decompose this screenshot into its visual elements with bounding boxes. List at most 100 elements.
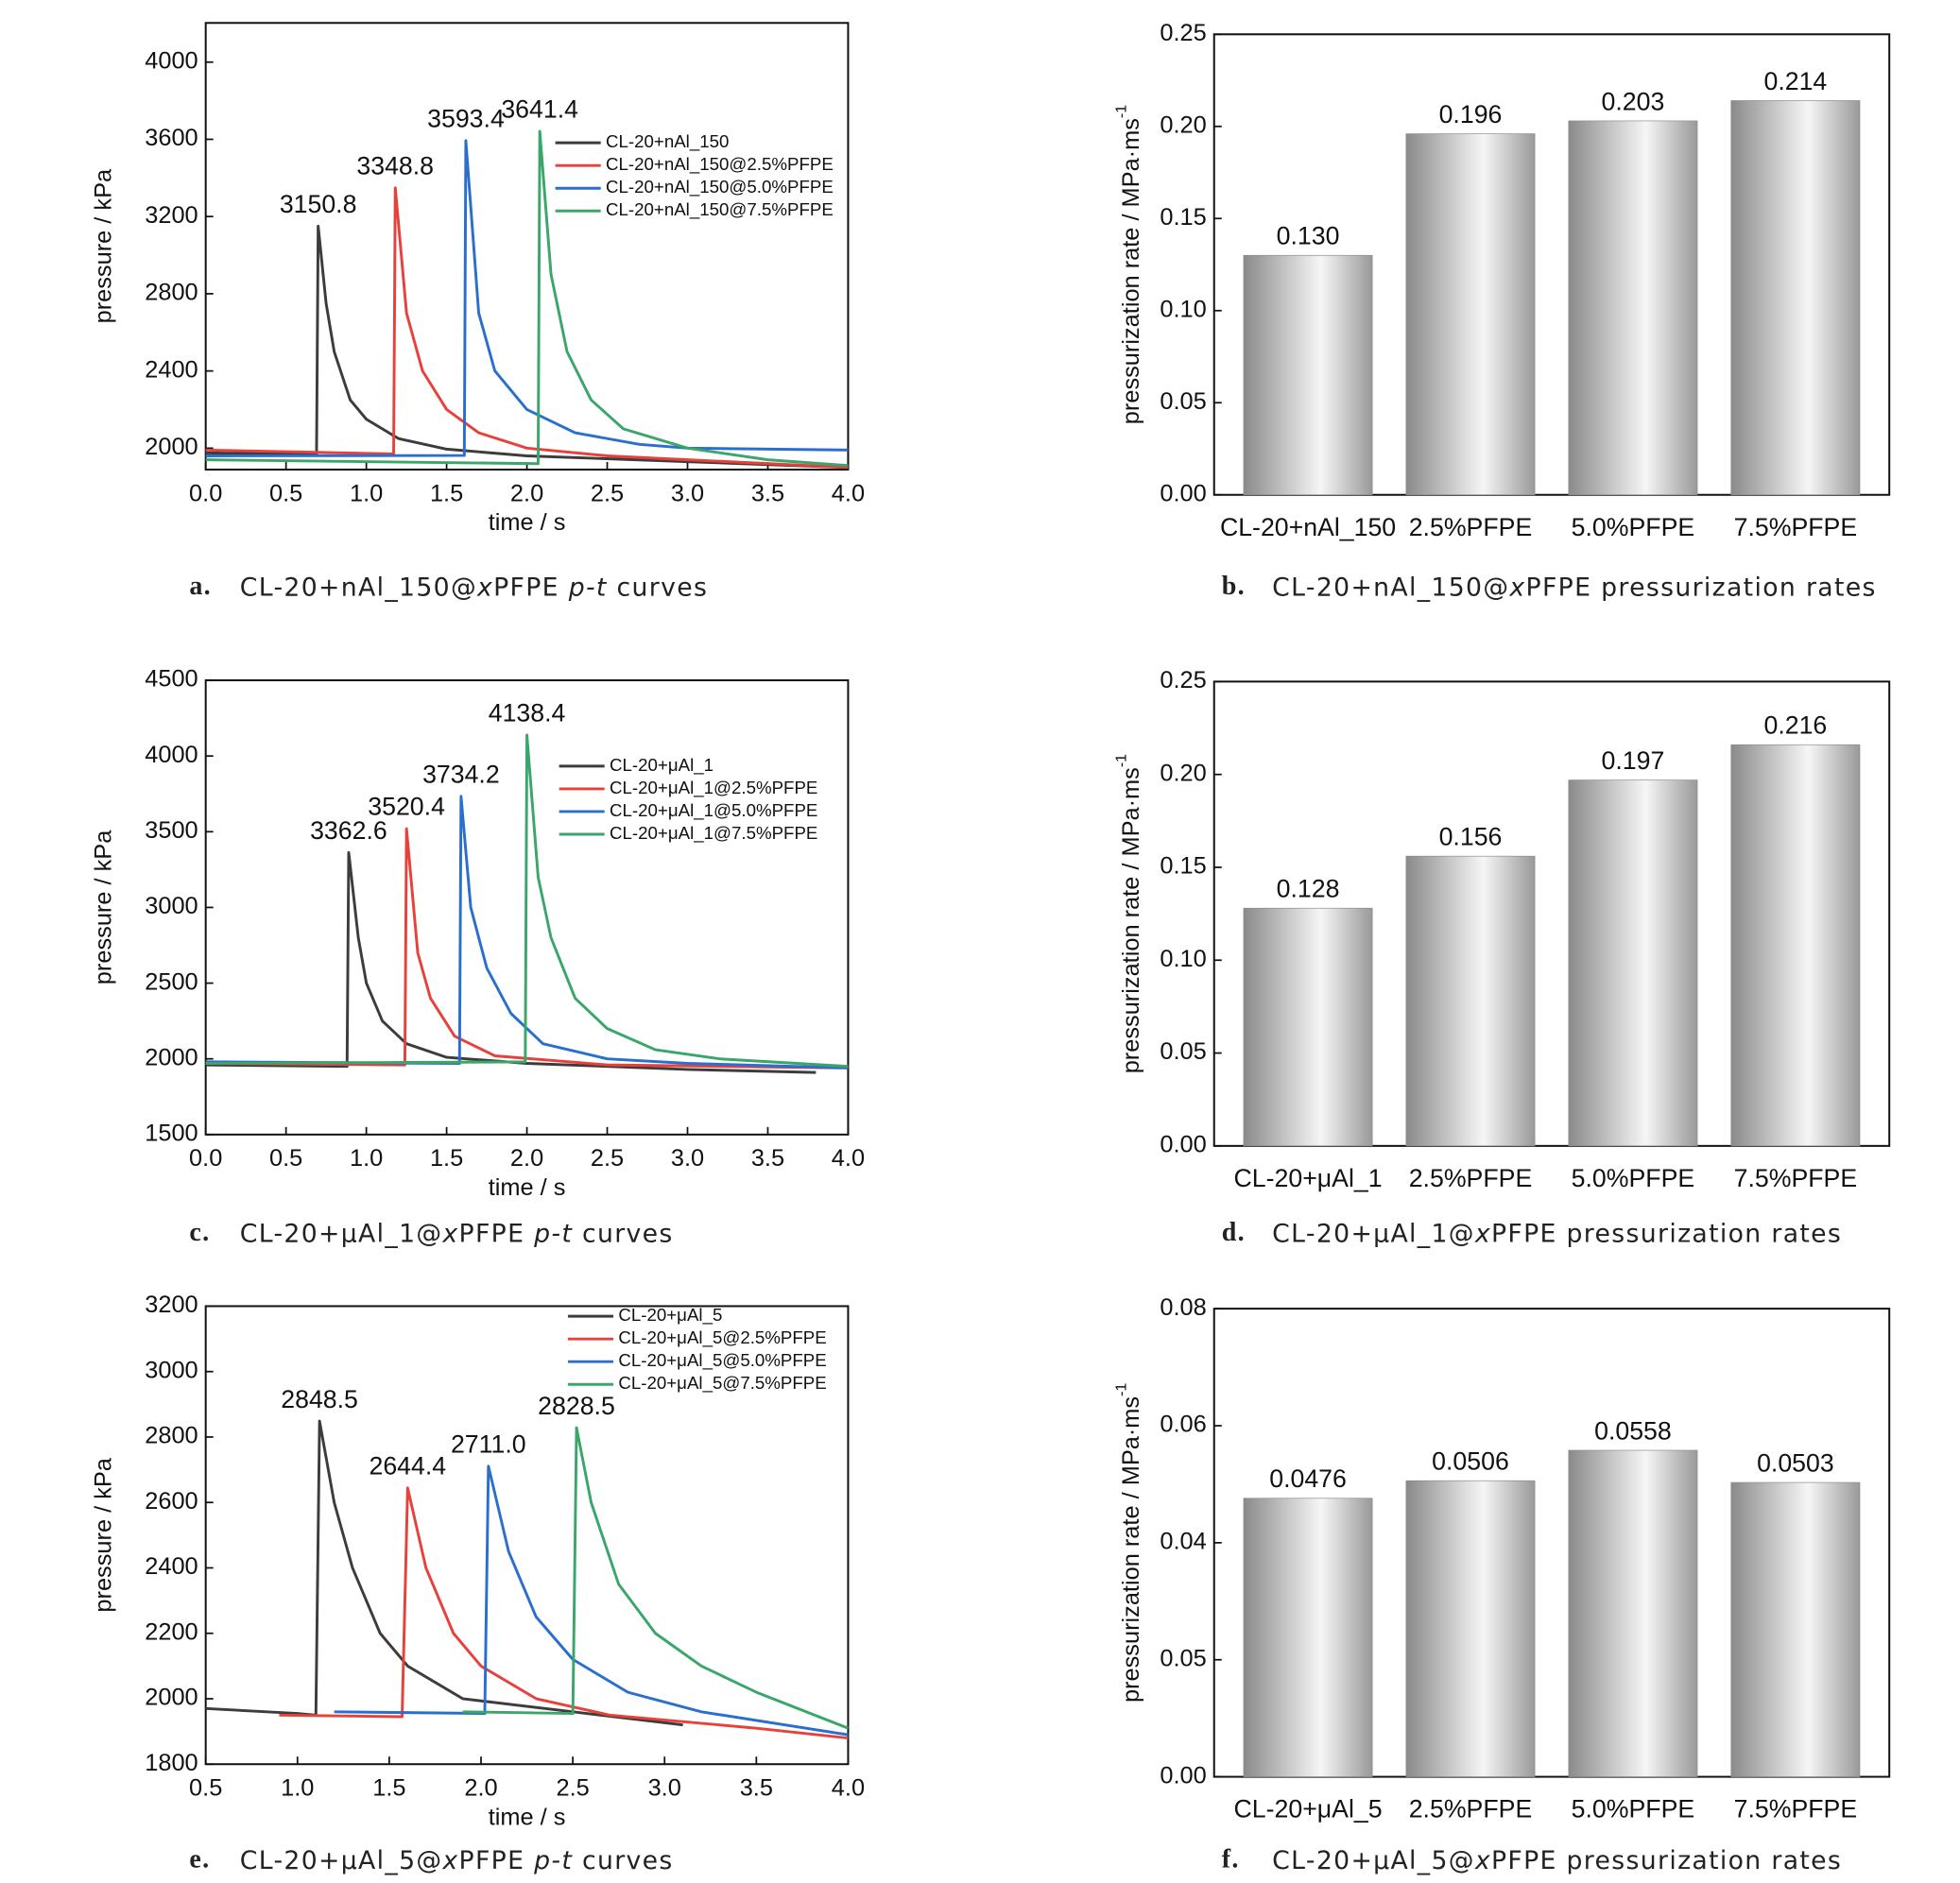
bar <box>1730 100 1861 496</box>
bar-value-label: 0.0476 <box>1269 1464 1347 1493</box>
x-tick-label: 1.5 <box>372 1775 405 1802</box>
bar <box>1243 907 1373 1147</box>
x-tick-label: 0.0 <box>189 1145 222 1172</box>
x-tick-label: 3.5 <box>751 480 784 506</box>
series-line <box>205 850 817 1074</box>
y-tick-label: 0.08 <box>1160 1294 1206 1321</box>
caption-part: PFPE <box>459 1219 535 1248</box>
caption-part: CL-20+nAl_150@ <box>240 573 477 602</box>
x-tick-label: 2.5%PFPE <box>1409 513 1533 541</box>
x-tick-label: 4.0 <box>832 1145 865 1172</box>
y-tick-label: 4000 <box>145 742 198 768</box>
x-tick-label: 2.0 <box>510 1145 543 1172</box>
legend-label: CL-20+μAl_1@2.5%PFPE <box>610 778 817 798</box>
x-tick-label: 5.0%PFPE <box>1572 1795 1695 1823</box>
y-tick-label: 0.04 <box>1160 1529 1206 1555</box>
caption-part: CL-20+μAl_1@ <box>1272 1219 1475 1248</box>
caption-part: x <box>476 573 493 602</box>
x-tick-label: 2.5%PFPE <box>1409 1795 1533 1823</box>
x-axis-label: time / s <box>489 1174 566 1201</box>
caption-label: d. <box>1222 1218 1246 1247</box>
y-tick-label: 2600 <box>145 1488 198 1515</box>
series-line <box>205 795 849 1070</box>
caption-part: x <box>1474 1219 1491 1248</box>
y-tick-label: 4000 <box>145 47 198 74</box>
bar <box>1243 254 1373 496</box>
caption-part: PFPE <box>459 1846 535 1875</box>
x-tick-label: 1.5 <box>430 480 463 506</box>
bar-value-label: 0.196 <box>1439 100 1503 128</box>
caption-part: CL-20+μAl_5@ <box>240 1846 443 1875</box>
bar-value-label: 0.0558 <box>1594 1416 1672 1445</box>
x-tick-label: 3.5 <box>740 1775 773 1802</box>
y-tick-label: 3200 <box>145 202 198 229</box>
x-tick-label: 3.0 <box>671 480 704 506</box>
x-tick-label: 1.5 <box>430 1145 463 1172</box>
caption-part: x <box>441 1219 458 1248</box>
plot-frame <box>1212 1308 1891 1778</box>
series-line <box>205 733 849 1069</box>
y-tick-label: 0.00 <box>1160 480 1206 506</box>
y-axis-label-text: pressurization rate / MPa·ms <box>1118 1396 1144 1703</box>
y-tick-label: 0.20 <box>1160 760 1206 786</box>
x-tick-label: 5.0%PFPE <box>1572 513 1695 541</box>
bar <box>1243 1498 1373 1777</box>
caption-part: PFPE <box>493 573 569 602</box>
x-tick-label: 0.5 <box>269 1145 302 1172</box>
y-axis-label: pressurization rate / MPa·ms-1 <box>1112 1383 1143 1703</box>
plot-frame <box>204 1305 850 1766</box>
peak-label: 3520.4 <box>368 793 445 821</box>
caption-part: x <box>1508 573 1525 602</box>
caption-part: p-t <box>568 573 608 602</box>
y-tick-label: 0.20 <box>1160 111 1206 138</box>
x-tick-label: 0.5 <box>269 480 302 506</box>
series-line <box>205 129 849 468</box>
y-tick-label: 2000 <box>145 1685 198 1711</box>
series-line <box>205 224 849 470</box>
x-tick-label: 0.5 <box>189 1775 222 1802</box>
y-tick-label: 3000 <box>145 893 198 919</box>
x-tick-label: 3.0 <box>671 1145 704 1172</box>
caption: CL-20+μAl_1@xPFPE p-t curves <box>240 1219 674 1248</box>
bar-value-label: 0.156 <box>1439 823 1503 851</box>
caption-part: p-t <box>533 1219 573 1248</box>
x-tick-label: 2.5 <box>591 480 624 506</box>
y-tick-label: 1800 <box>145 1750 198 1776</box>
x-tick-label: 2.5 <box>556 1775 589 1802</box>
y-tick-label: 2500 <box>145 968 198 995</box>
y-tick-label: 0.00 <box>1160 1132 1206 1158</box>
y-tick-label: 3600 <box>145 125 198 151</box>
caption: CL-20+μAl_5@xPFPE p-t curves <box>240 1846 674 1875</box>
caption-part: PFPE pressurization rates <box>1526 573 1877 602</box>
bar-value-label: 0.216 <box>1763 711 1827 740</box>
y-tick-label: 3200 <box>145 1292 198 1318</box>
y-tick-label: 0.15 <box>1160 204 1206 231</box>
y-tick-label: 0.10 <box>1160 946 1206 972</box>
bar-value-label: 0.130 <box>1277 222 1340 250</box>
series-line <box>334 1464 849 1737</box>
bar <box>1405 133 1536 496</box>
bar <box>1405 855 1536 1147</box>
legend-label: CL-20+μAl_5@7.5%PFPE <box>618 1373 826 1394</box>
plot-frame <box>1212 33 1891 496</box>
y-tick-label: 0.25 <box>1160 20 1206 46</box>
x-tick-label: 4.0 <box>832 1775 865 1802</box>
caption-part: CL-20+nAl_150@ <box>1272 573 1509 602</box>
legend-label: CL-20+nAl_150@7.5%PFPE <box>606 199 834 220</box>
y-tick-label: 0.06 <box>1160 1412 1206 1438</box>
caption-part: x <box>441 1846 458 1875</box>
x-tick-label: CL-20+μAl_5 <box>1234 1795 1383 1823</box>
x-tick-label: 1.0 <box>281 1775 314 1802</box>
x-tick-label: 1.0 <box>350 480 383 506</box>
caption-part: curves <box>573 1846 674 1875</box>
y-tick-label: 3000 <box>145 1357 198 1383</box>
series-line <box>205 186 849 470</box>
peak-label: 3348.8 <box>356 151 434 180</box>
x-tick-label: 0.0 <box>189 480 222 506</box>
y-tick-label: 0.10 <box>1160 296 1206 322</box>
x-tick-label: 2.0 <box>464 1775 497 1802</box>
caption-part: PFPE pressurization rates <box>1491 1846 1842 1875</box>
caption-part: curves <box>573 1219 674 1248</box>
series-line <box>462 1426 849 1730</box>
